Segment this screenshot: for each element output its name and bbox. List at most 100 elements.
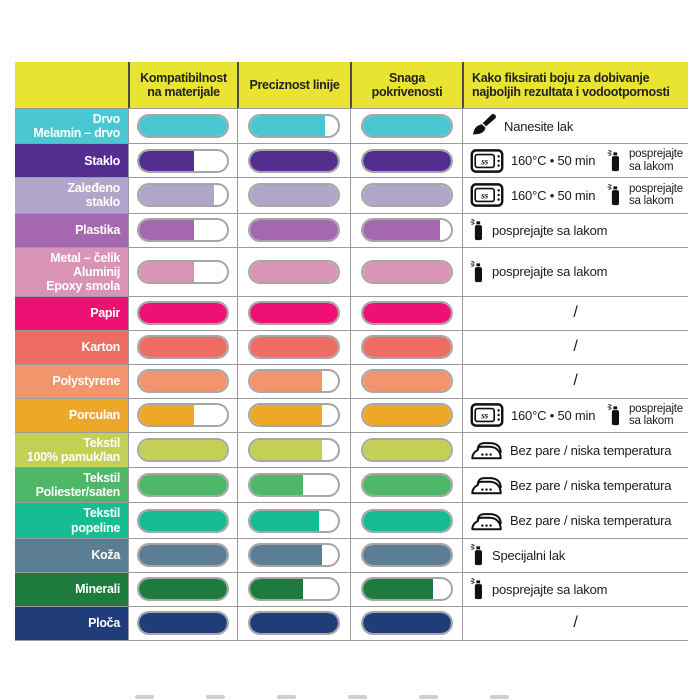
rating-pill: [248, 369, 340, 394]
table-row: Minerali posprejajte sa lakom: [15, 571, 688, 606]
rating-cell: [237, 398, 350, 432]
rating-fill: [362, 579, 433, 600]
fixation-text: posprejajte sa lakom: [628, 402, 683, 428]
table-row: Koža Specijalni lak: [15, 537, 688, 572]
cropped-mark: [135, 695, 154, 699]
rating-cell: [237, 503, 350, 538]
spray-icon: [607, 402, 622, 428]
spray-icon: [470, 576, 485, 602]
rating-cell: [350, 178, 462, 213]
fixation-instruction: /: [573, 338, 577, 356]
fixation-instruction: posprejajte sa lakom: [607, 182, 683, 208]
rating-cell: [350, 213, 462, 247]
fixation-text: 160°C • 50 min: [511, 407, 596, 423]
rating-fill: [362, 440, 451, 460]
material-label: Papir: [15, 296, 128, 330]
rating-pill: [137, 259, 229, 284]
rating-cell: [128, 296, 237, 330]
rating-pill: [137, 577, 229, 602]
spray-icon: [470, 542, 485, 568]
rating-pill: [248, 114, 340, 139]
rating-fill: [362, 510, 451, 531]
rating-fill: [139, 545, 227, 566]
iron-icon: [470, 510, 503, 532]
fixation-cell: Specijalni lak: [462, 538, 688, 572]
rating-pill: [360, 577, 453, 602]
table-row: Tekstil popeline Bez pare / niska tempera…: [15, 502, 688, 538]
rating-pill: [248, 508, 340, 533]
rating-cell: [237, 606, 350, 640]
rating-pill: [137, 508, 229, 533]
fixation-text: Bez pare / niska temperatura: [510, 513, 672, 528]
header-fixation: Kako fiksirati boju za dobivanje najbolj…: [462, 62, 688, 108]
rating-fill: [250, 261, 338, 282]
rating-fill: [362, 371, 451, 392]
svg-text:ss: ss: [480, 411, 488, 421]
material-label: Zaleđeno staklo: [15, 178, 128, 213]
rating-pill: [137, 369, 229, 394]
rating-fill: [139, 261, 194, 282]
material-label: Polystyrene: [15, 364, 128, 398]
rating-pill: [360, 114, 453, 139]
table-row: Zaleđeno staklo ss 160°C • 50 min posprejaj…: [15, 177, 688, 213]
rating-pill: [360, 508, 453, 533]
rating-fill: [139, 185, 214, 206]
rating-pill: [248, 543, 340, 568]
fixation-text: posprejajte sa lakom: [492, 264, 608, 280]
spray-icon: [607, 148, 622, 174]
rating-cell: [128, 468, 237, 503]
rating-cell: [237, 572, 350, 606]
iron-icon: [470, 439, 503, 461]
rating-pill: [137, 473, 229, 498]
rating-cell: [128, 144, 237, 178]
rating-cell: [350, 364, 462, 398]
rating-cell: [237, 213, 350, 247]
rating-cell: [237, 178, 350, 213]
rating-pill: [248, 218, 340, 242]
rating-fill: [139, 303, 227, 324]
table-row: Drvo Melamin – drvo Nanesite lak: [15, 108, 688, 144]
fixation-instruction: /: [573, 614, 577, 632]
rating-cell: [350, 247, 462, 296]
rating-fill: [362, 261, 451, 282]
rating-fill: [250, 150, 338, 171]
rating-cell: [350, 296, 462, 330]
rating-cell: [128, 109, 237, 144]
cropped-mark: [419, 695, 438, 699]
cropped-mark: [348, 695, 367, 699]
fixation-text: Bez pare / niska temperatura: [510, 477, 672, 493]
table-row: Polystyrene /: [15, 363, 688, 398]
rating-fill: [139, 579, 227, 600]
fixation-cell: /: [462, 364, 688, 398]
rating-cell: [128, 538, 237, 572]
fixation-cell: Bez pare / niska temperatura: [462, 503, 688, 538]
material-label: Staklo: [15, 144, 128, 178]
rating-pill: [137, 301, 229, 326]
rating-cell: [128, 398, 237, 432]
rating-cell: [128, 364, 237, 398]
rating-pill: [137, 114, 229, 139]
fixation-cell: ss 160°C • 50 min posprejajte sa lakom: [462, 398, 688, 432]
material-label: Tekstil Poliester/saten: [15, 468, 128, 503]
fixation-text: 160°C • 50 min: [511, 187, 596, 203]
oven-icon: ss: [470, 403, 504, 428]
rating-fill: [139, 613, 227, 634]
rating-pill: [137, 218, 229, 242]
rating-cell: [128, 503, 237, 538]
rating-fill: [250, 510, 319, 531]
rating-cell: [237, 330, 350, 364]
rating-pill: [360, 148, 453, 173]
rating-cell: [350, 432, 462, 468]
fixation-cell: ss 160°C • 50 min posprejajte sa lakom: [462, 178, 688, 213]
rating-pill: [360, 183, 453, 208]
fixation-text: Nanesite lak: [504, 118, 574, 134]
table-row: Porculan ss 160°C • 50 min posprejajte sa l…: [15, 397, 688, 432]
fixation-cell: posprejajte sa lakom: [462, 572, 688, 606]
rating-pill: [360, 543, 453, 568]
fixation-instruction: posprejajte sa lakom: [607, 148, 683, 174]
header-coverage: Snaga pokrivenosti: [350, 62, 462, 108]
fixation-instruction: Bez pare / niska temperatura: [470, 474, 672, 496]
rating-pill: [248, 577, 340, 602]
rating-fill: [362, 405, 451, 426]
rating-pill: [248, 148, 340, 173]
